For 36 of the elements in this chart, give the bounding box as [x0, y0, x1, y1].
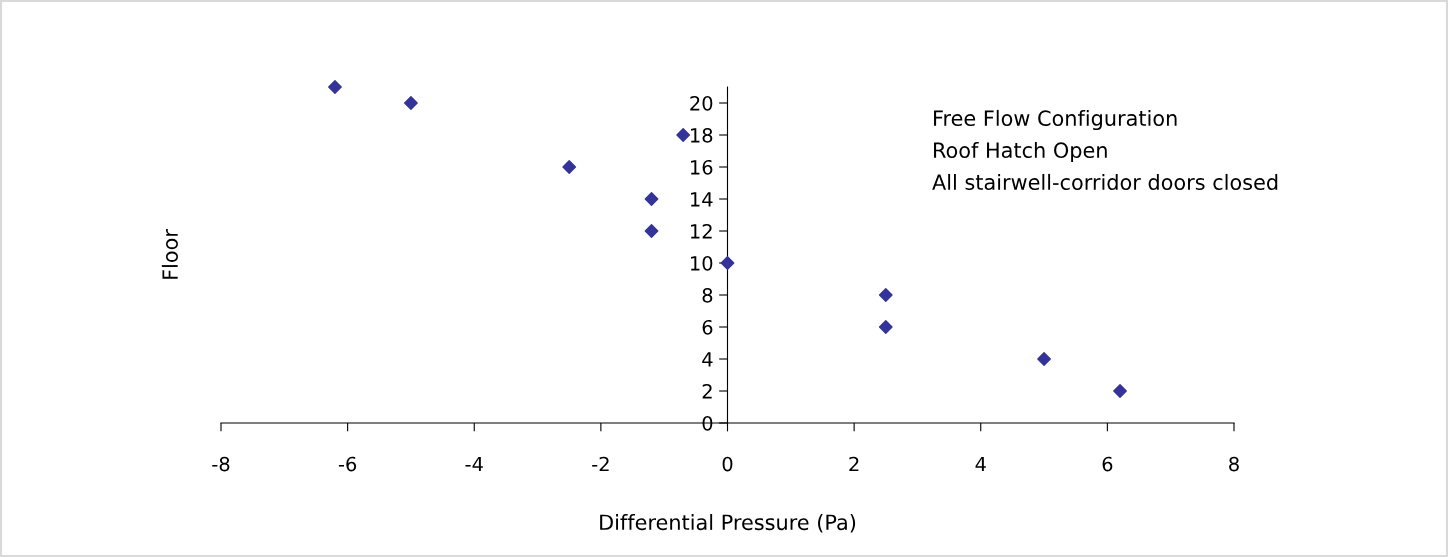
x-tick-label: 8: [1229, 456, 1239, 472]
y-tick-label: 6: [702, 319, 713, 335]
x-axis-title: Differential Pressure (Pa): [600, 514, 856, 533]
point: [1113, 384, 1127, 398]
y-tick-label: 10: [691, 255, 713, 271]
y-tick-label: 2: [702, 383, 712, 399]
x-tick-label: -4: [465, 456, 483, 472]
x-tick-label: -2: [592, 456, 609, 472]
point: [404, 96, 418, 110]
y-axis-title: Floor: [161, 229, 178, 279]
y-tick-label: 4: [702, 352, 713, 367]
annotation: All stairwell-corridor doors closed: [932, 173, 1278, 191]
x-tick-label: -6: [338, 456, 357, 472]
y-tick-label: 12: [691, 223, 712, 239]
x-tick-label: 4: [975, 456, 986, 472]
point: [562, 160, 577, 174]
y-tick-label: 16: [691, 159, 713, 175]
x-tick-label: 0: [722, 456, 733, 472]
point: [878, 320, 893, 334]
point: [644, 224, 659, 238]
point: [1037, 352, 1051, 366]
y-tick-label: 8: [702, 287, 713, 303]
x-tick-label: 6: [1102, 456, 1113, 472]
y-tick-label: 18: [691, 127, 713, 143]
x-tick-label: -8: [212, 456, 230, 472]
point: [676, 128, 691, 142]
annotation: Free Flow Configuration: [934, 109, 1177, 131]
x-tick-label: 2: [849, 456, 859, 472]
y-tick-label: 14: [691, 192, 713, 207]
point: [720, 256, 735, 270]
annotation: Roof Hatch Open: [934, 141, 1107, 163]
y-tick-label: 20: [690, 95, 713, 111]
point: [328, 80, 342, 94]
point: [644, 192, 659, 206]
y-tick-label: 0: [702, 415, 713, 431]
point: [878, 288, 893, 302]
